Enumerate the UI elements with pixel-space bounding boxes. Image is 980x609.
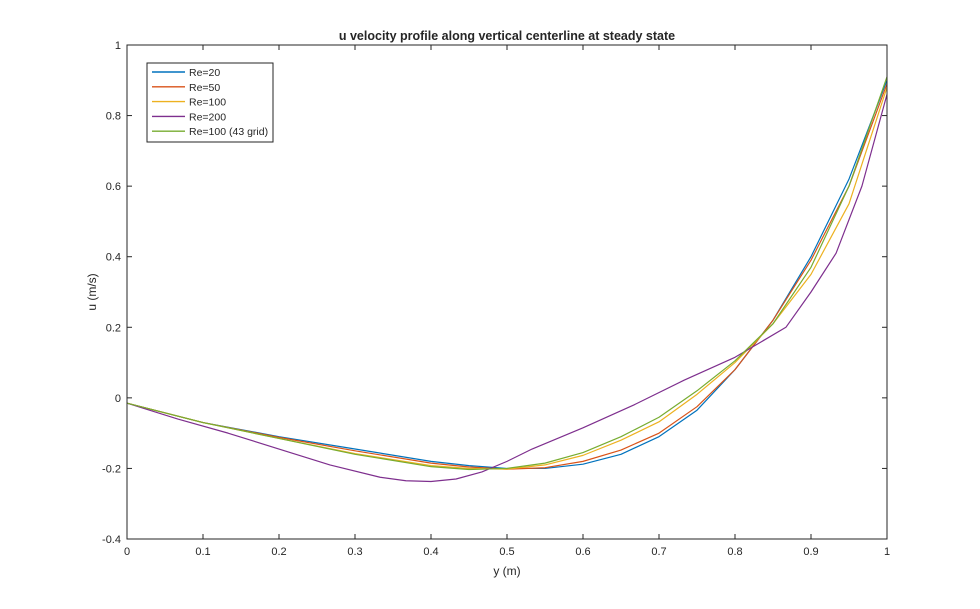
x-tick-label: 0.9 <box>803 546 818 558</box>
legend-label-4: Re=200 <box>189 111 226 123</box>
y-tick-label: 0 <box>115 393 121 405</box>
series-line-4 <box>126 94 888 483</box>
y-axis-label: u (m/s) <box>85 273 99 310</box>
y-tick-label: -0.2 <box>102 463 121 475</box>
x-tick-label: 0.8 <box>727 546 742 558</box>
y-tick-label: 0.2 <box>106 322 121 334</box>
legend: Re=20 Re=50 Re=100 Re=200 Re=100 (43 grid) <box>146 62 274 143</box>
y-tick-label: 0.4 <box>106 252 121 264</box>
legend-label-1: Re=20 <box>189 67 220 79</box>
series-line-1 <box>126 80 888 470</box>
x-tick-label: 0.2 <box>271 546 286 558</box>
legend-label-2: Re=50 <box>189 82 220 94</box>
x-tick-label: 0.6 <box>575 546 590 558</box>
legend-label-3: Re=100 <box>189 97 226 109</box>
legend-box <box>146 62 274 143</box>
x-tick-label: 0 <box>124 546 130 558</box>
x-tick-label: 0.5 <box>499 546 514 558</box>
x-axis-label: y (m) <box>493 564 520 578</box>
series-line-2 <box>126 83 888 470</box>
x-tick-label: 0.7 <box>651 546 666 558</box>
series-line-5 <box>126 76 888 471</box>
chart-title: u velocity profile along vertical center… <box>339 29 675 43</box>
x-tick-label: 1 <box>884 546 890 558</box>
y-tick-label: 1 <box>115 40 121 52</box>
x-tick-label: 0.4 <box>423 546 438 558</box>
x-tick-label: 0.3 <box>347 546 362 558</box>
legend-label-5: Re=100 (43 grid) <box>189 126 268 138</box>
y-tick-label: 0.8 <box>106 111 121 123</box>
x-axis-ticks: 0 0.1 0.2 0.3 0.4 0.5 0.6 0.7 0.8 0.9 1 <box>124 45 890 558</box>
x-tick-label: 0.1 <box>195 546 210 558</box>
y-tick-label: 0.6 <box>106 181 121 193</box>
y-tick-label: -0.4 <box>102 534 121 546</box>
y-axis-ticks: -0.4 -0.2 0 0.2 0.4 0.6 0.8 1 <box>102 40 887 546</box>
series-layer <box>126 76 888 483</box>
